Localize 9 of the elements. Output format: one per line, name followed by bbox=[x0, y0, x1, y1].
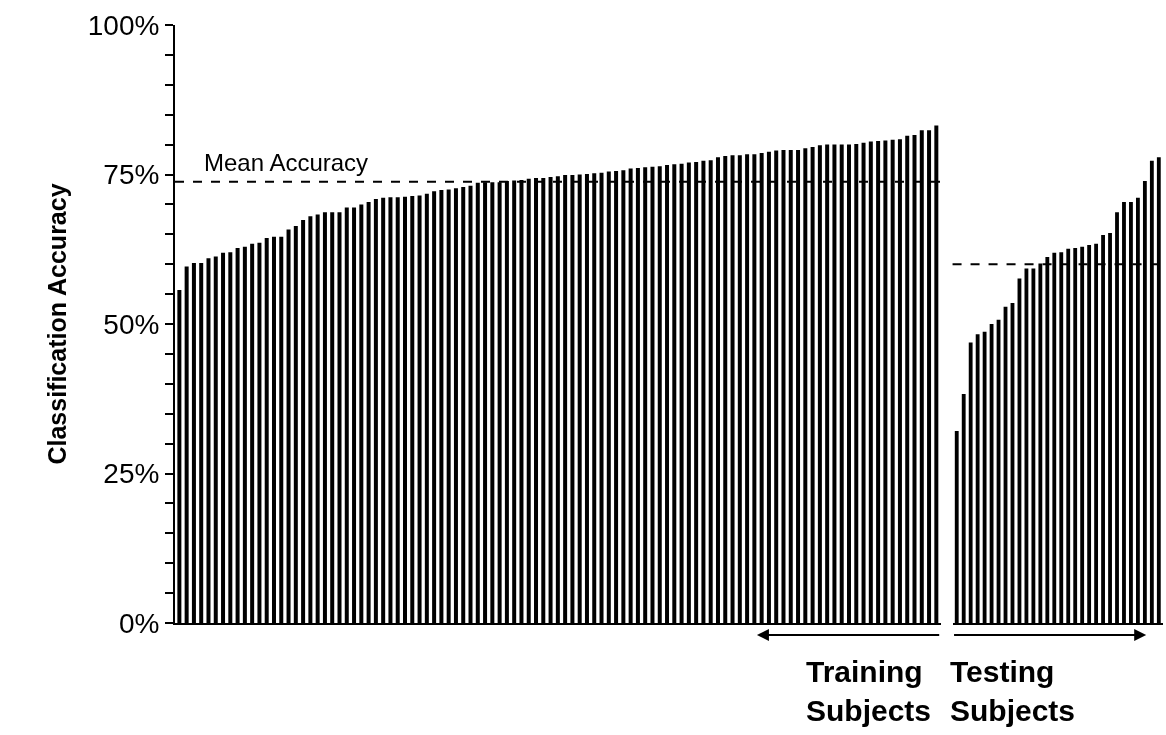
x-axis-title: Testing Subjects bbox=[950, 655, 1076, 727]
y-tick-label: 25% bbox=[103, 458, 160, 490]
y-tick-label: 0% bbox=[118, 607, 160, 639]
y-axis-title: Classification Accuracy bbox=[43, 183, 72, 465]
ref-line-label: Mean Accuracy bbox=[204, 149, 369, 176]
y-tick-label: 75% bbox=[103, 159, 160, 191]
y-tick-label: 100% bbox=[87, 9, 160, 41]
x-axis-title: Training Subjects bbox=[806, 655, 932, 727]
y-tick-label: 50% bbox=[103, 308, 160, 340]
